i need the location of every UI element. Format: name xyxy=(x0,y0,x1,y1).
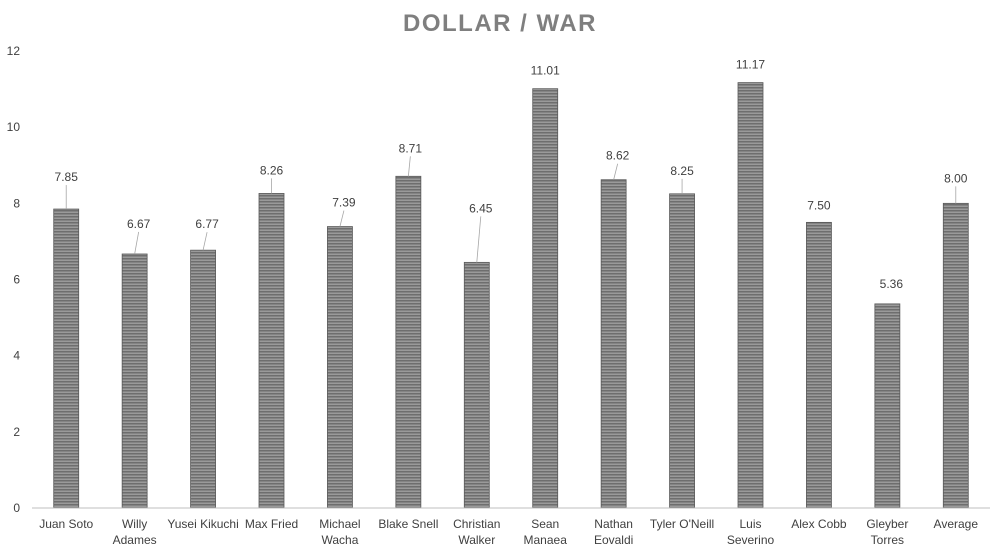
y-tick-label: 2 xyxy=(13,425,20,439)
bar xyxy=(669,193,695,509)
y-axis: 0 2 4 6 8 10 12 xyxy=(7,44,21,515)
data-label: 6.45 xyxy=(469,201,493,215)
x-tick-label: Wacha xyxy=(321,533,358,547)
data-label: 7.39 xyxy=(332,196,356,210)
data-label: 8.71 xyxy=(399,141,423,155)
data-label: 7.50 xyxy=(807,198,831,212)
bar xyxy=(532,88,559,509)
bar xyxy=(258,193,285,509)
x-tick-label: Torres xyxy=(871,533,904,547)
data-label: 11.01 xyxy=(531,64,560,78)
data-label-leader xyxy=(613,163,619,180)
bar xyxy=(806,221,832,509)
data-label: 8.26 xyxy=(260,163,284,177)
y-tick-label: 0 xyxy=(13,501,20,515)
bar xyxy=(121,253,148,509)
data-label: 8.25 xyxy=(670,164,694,178)
data-label: 8.00 xyxy=(944,171,968,185)
data-label: 7.85 xyxy=(55,170,79,184)
data-label-leader xyxy=(407,156,411,177)
x-tick-label: Gleyber xyxy=(866,517,908,531)
bar xyxy=(190,249,216,509)
bar xyxy=(463,261,490,509)
y-tick-label: 8 xyxy=(13,196,20,210)
data-label: 11.17 xyxy=(736,58,765,72)
data-label: 5.36 xyxy=(880,277,904,291)
bar xyxy=(737,82,764,509)
data-label-leader xyxy=(134,231,140,255)
y-tick-label: 12 xyxy=(7,44,21,58)
x-tick-label: Christian xyxy=(453,517,500,531)
data-label: 8.62 xyxy=(606,149,630,163)
x-tick-label: Sean xyxy=(531,517,559,531)
x-tick-label: Manaea xyxy=(524,533,568,547)
x-tick-label: Tyler O'Neill xyxy=(650,517,714,531)
y-tick-label: 10 xyxy=(7,120,21,134)
data-labels: 7.85 6.67 6.77 8.26 7.39 8.71 6.45 11.01 8.62 8.2… xyxy=(55,58,968,291)
x-tick-label: Blake Snell xyxy=(378,517,438,531)
x-tick-label: Yusei Kikuchi xyxy=(167,517,238,531)
bar xyxy=(53,208,80,509)
bar xyxy=(600,179,627,509)
bar xyxy=(327,226,353,509)
x-tick-label: Max Fried xyxy=(245,517,298,531)
x-tick-label: Luis xyxy=(739,517,761,531)
data-label: 6.77 xyxy=(195,217,219,231)
chart-title: DOLLAR / WAR xyxy=(403,10,597,37)
x-axis-labels: Juan Soto Willy Adames Yusei Kikuchi Max Fri… xyxy=(39,517,978,547)
x-tick-label: Nathan xyxy=(594,517,633,531)
x-tick-label: Average xyxy=(934,517,979,531)
y-tick-label: 6 xyxy=(13,273,20,287)
x-tick-label: Juan Soto xyxy=(39,517,93,531)
data-label: 6.67 xyxy=(127,217,151,231)
x-tick-label: Alex Cobb xyxy=(791,517,847,531)
x-tick-label: Severino xyxy=(727,533,775,547)
bars xyxy=(53,82,969,509)
x-tick-label: Michael xyxy=(319,517,360,531)
data-label-leader xyxy=(202,232,208,251)
y-tick-label: 4 xyxy=(13,349,20,363)
bar xyxy=(942,202,969,509)
bar xyxy=(395,175,422,509)
data-label-leaders xyxy=(65,156,957,263)
x-tick-label: Walker xyxy=(458,533,495,547)
bar xyxy=(874,303,901,509)
x-tick-label: Adames xyxy=(113,533,157,547)
x-tick-label: Willy xyxy=(122,517,147,531)
data-label-leader xyxy=(339,210,345,227)
data-label-leader xyxy=(476,216,482,263)
x-tick-label: Eovaldi xyxy=(594,533,633,547)
